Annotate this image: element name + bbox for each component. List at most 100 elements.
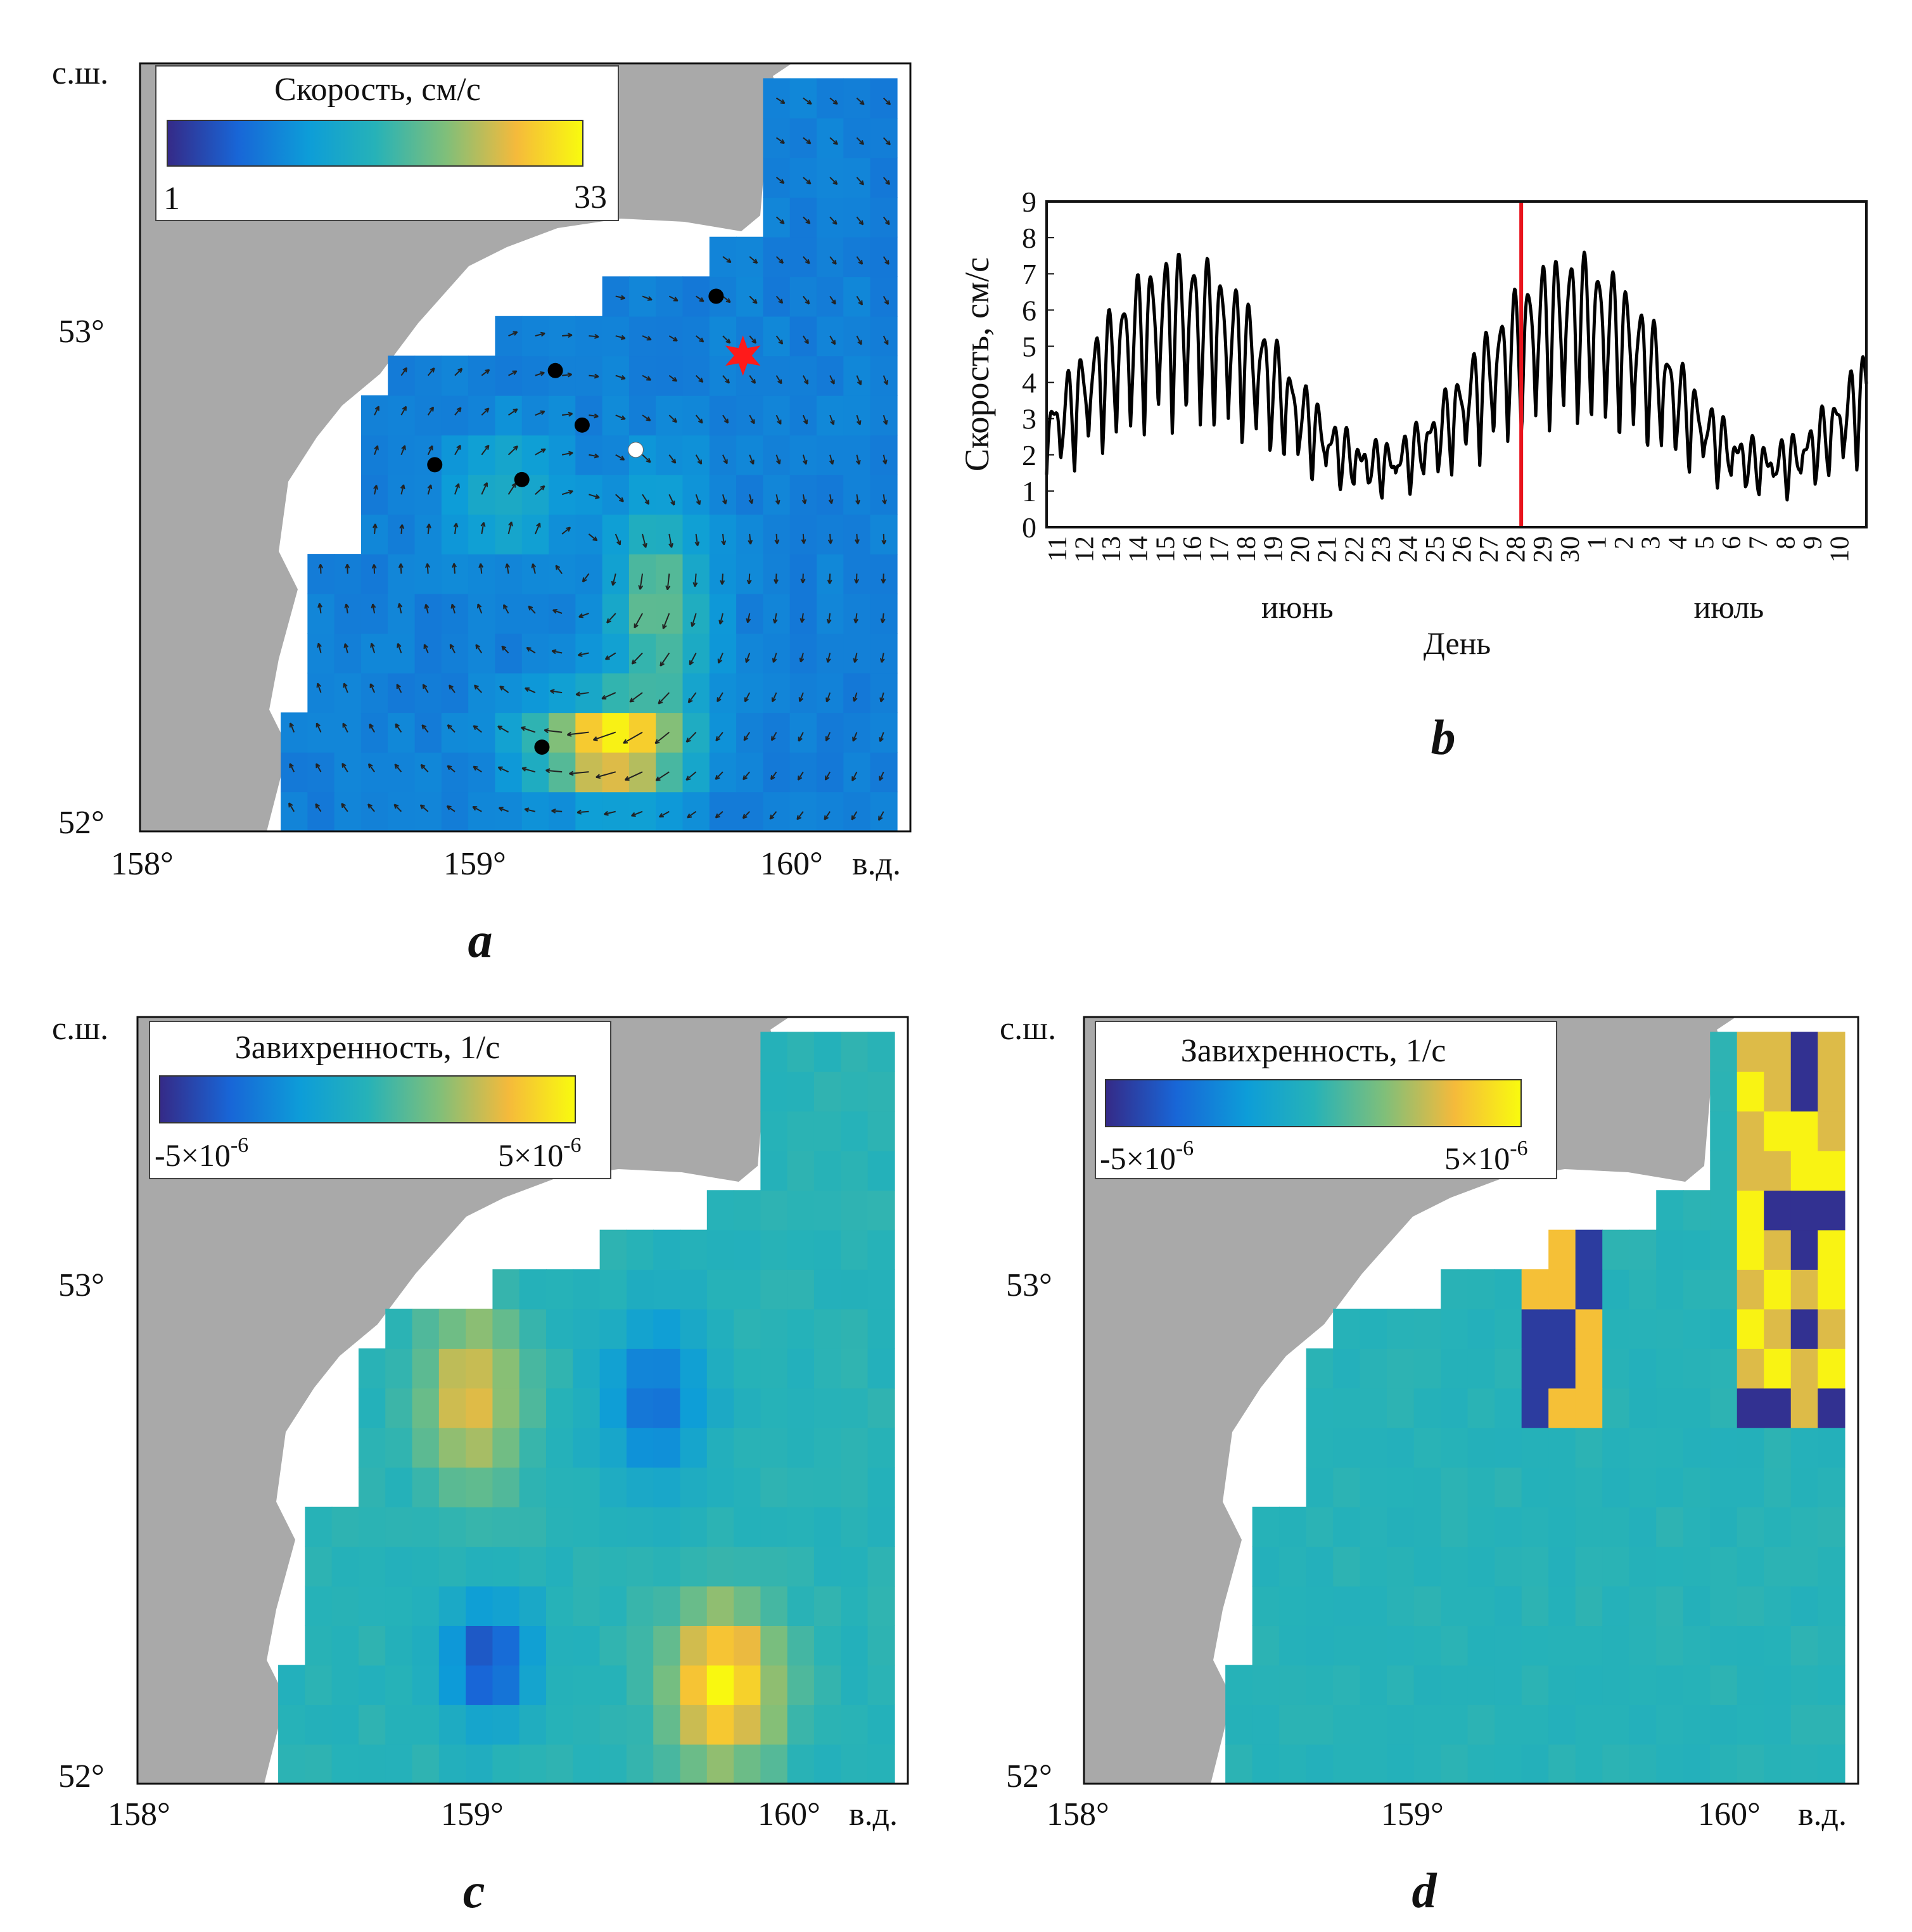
panel-a-arrow (829, 534, 832, 544)
panel-a-arrow (508, 331, 518, 336)
panel-a-station-black (708, 288, 724, 304)
panel-d-cell (1360, 1308, 1387, 1349)
panel-a-arrow (827, 613, 831, 624)
panel-a-arrow-head (777, 379, 782, 385)
panel-c-cell (331, 1665, 359, 1705)
panel-a-arrow-head (831, 299, 836, 305)
panel-c-cell (438, 1388, 466, 1428)
panel-d-cell (1548, 1705, 1576, 1745)
panel-a-arrow (481, 407, 490, 416)
panel-a-arrow (829, 137, 838, 145)
panel-a-arrow (578, 613, 589, 618)
panel-a-arrow-head (498, 807, 504, 812)
panel-b-x-tick-label: 2 (1610, 536, 1639, 549)
panel-a-arrow (662, 613, 670, 629)
panel-a-arrow (747, 613, 751, 623)
panel-a-arrow-head (726, 258, 732, 264)
panel-c-cell (680, 1269, 708, 1310)
panel-a-arrow (883, 177, 890, 185)
panel-c-cell (680, 1467, 708, 1507)
panel-d-cell (1737, 1427, 1765, 1468)
panel-c-cell (734, 1308, 762, 1349)
panel-a-arrow (561, 490, 573, 496)
panel-a-arrow-head (369, 723, 374, 729)
panel-a-arrow-head (447, 765, 452, 771)
panel-d-cell (1495, 1665, 1522, 1705)
panel-d-cell (1602, 1348, 1630, 1389)
panel-d-cell (1495, 1427, 1522, 1468)
panel-d-cell (1413, 1625, 1441, 1666)
panel-d-cell (1387, 1705, 1415, 1745)
panel-c-cell (466, 1705, 494, 1745)
panel-a-arrow-head (524, 807, 530, 813)
panel-a-arrow (883, 375, 888, 385)
panel-a-arrow (477, 603, 483, 614)
panel-a-cell (628, 752, 656, 793)
panel-c-cell (787, 1427, 815, 1468)
panel-a-arrow-head (774, 539, 780, 544)
panel-c-cell (760, 1032, 788, 1072)
panel-a-arrow-head (722, 499, 727, 505)
panel-c-cell (867, 1744, 895, 1784)
panel-c-cell (706, 1506, 734, 1547)
panel-a-cell (736, 791, 764, 831)
panel-d-cell (1629, 1546, 1657, 1587)
panel-d-cell (1764, 1744, 1792, 1784)
panel-a-arrow (453, 563, 456, 574)
panel-c-cell (734, 1625, 762, 1666)
panel-a-arrow (660, 652, 670, 667)
panel-c-cell (492, 1388, 520, 1428)
panel-a-arrow (473, 765, 482, 773)
panel-d-cell (1764, 1705, 1792, 1745)
panel-c-cell (626, 1427, 654, 1468)
panel-c-cell (867, 1625, 895, 1666)
panel-a-arrow (803, 295, 810, 305)
panel-c-cell (412, 1506, 440, 1547)
panel-c-cell (412, 1705, 440, 1745)
panel-a-arrow (562, 413, 573, 416)
panel-a-arrow (829, 216, 838, 225)
panel-a-station-black (534, 739, 550, 755)
panel-a-arrow (545, 769, 563, 773)
panel-c-cell (653, 1308, 681, 1349)
panel-d-cell (1710, 1348, 1738, 1389)
panel-b-y-tick-label: 7 (1022, 258, 1036, 290)
panel-a-cell (360, 554, 389, 594)
panel-a-arrow-head (373, 485, 378, 490)
panel-a-arrow-head (606, 618, 611, 624)
panel-c-colorbar-min-base: -5×10 (155, 1137, 231, 1173)
panel-d-cell (1413, 1427, 1441, 1468)
panel-c-cell (358, 1705, 386, 1745)
panel-a-arrow (447, 805, 456, 812)
panel-a-arrow (722, 335, 731, 343)
panel-d-cell (1683, 1625, 1711, 1666)
panel-a-arrow (879, 732, 884, 742)
panel-a-cell (414, 514, 442, 554)
panel-a-arrow (506, 563, 509, 574)
panel-a-arrow-head (779, 179, 785, 184)
panel-c-cell (680, 1744, 708, 1784)
panel-a-cell (468, 633, 496, 674)
panel-a-cell (414, 752, 442, 793)
panel-a-arrow-head (497, 726, 503, 731)
panel-a-cell (414, 355, 442, 396)
panel-c-cell (706, 1585, 734, 1626)
panel-a-arrow-head (426, 523, 431, 528)
panel-a-arrow (689, 653, 697, 665)
panel-d-cell (1683, 1744, 1711, 1784)
panel-a-arrow-head (288, 802, 293, 808)
panel-d-cell (1818, 1665, 1845, 1705)
panel-b-x-axis-label: День (1424, 625, 1491, 661)
panel-b-y-tick-label: 3 (1022, 403, 1036, 435)
panel-d-cell (1413, 1506, 1441, 1547)
panel-d-cell (1306, 1467, 1334, 1507)
panel-d-colorbar-title: Завихренность, 1/с (1181, 1033, 1446, 1069)
panel-a-arrow (695, 494, 701, 505)
panel-a-arrow (880, 692, 884, 702)
panel-d-cell (1710, 1665, 1738, 1705)
panel-a-arrow (772, 692, 777, 702)
panel-d-cell (1279, 1506, 1307, 1547)
panel-d-cell (1333, 1625, 1361, 1666)
panel-d-cell (1656, 1269, 1684, 1310)
panel-d-cell (1306, 1506, 1334, 1547)
